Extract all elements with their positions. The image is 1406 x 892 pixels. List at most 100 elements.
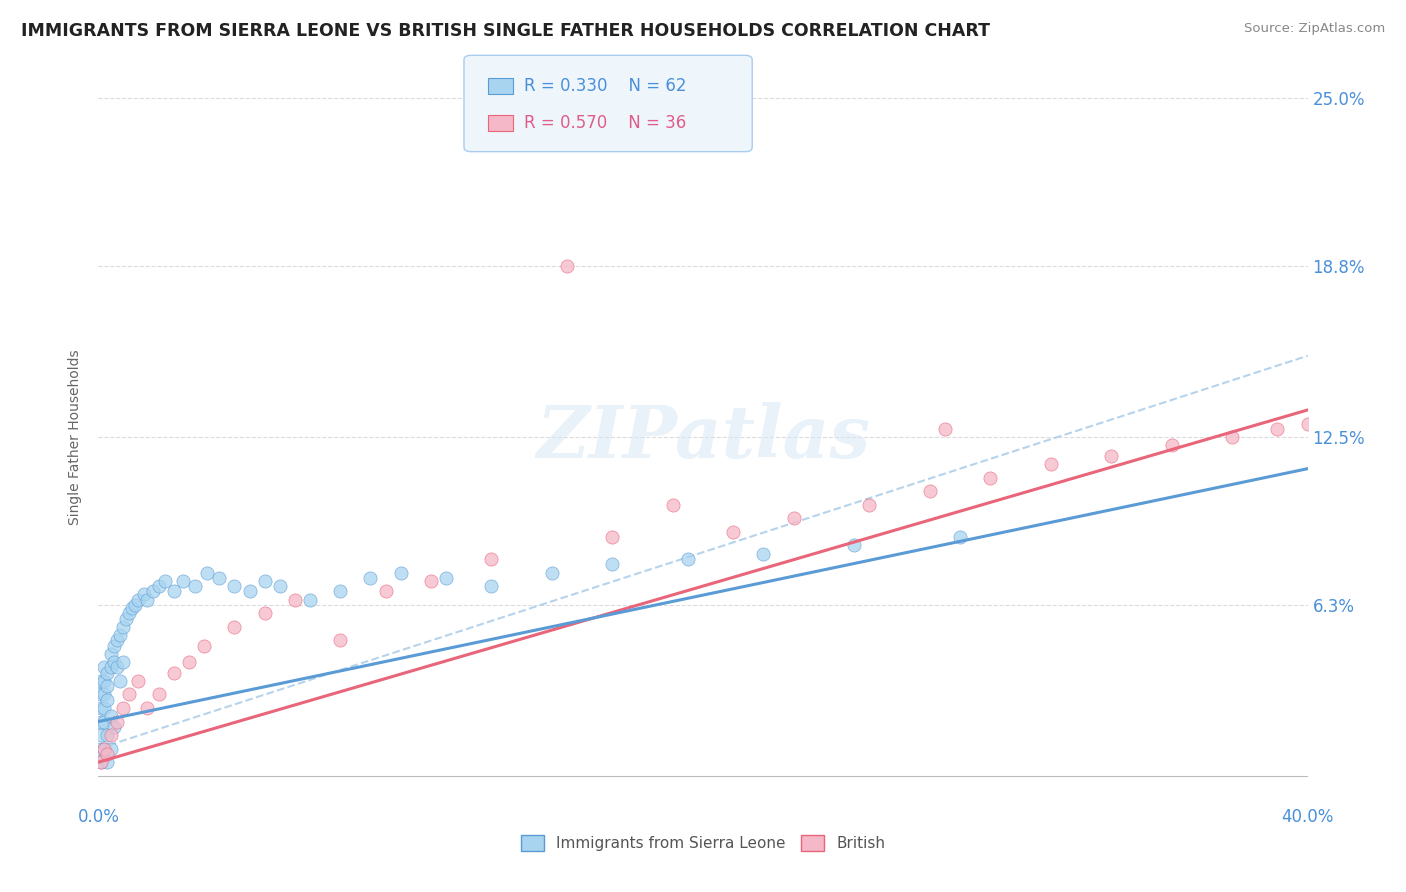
Point (1267, 422, 1289, 436)
Point (195, 566, 218, 580)
Point (153, 574, 176, 588)
Point (602, 530, 624, 544)
Point (1160, 438, 1182, 452)
Legend: Immigrants from Sierra Leone, British: Immigrants from Sierra Leone, British (515, 830, 891, 857)
Point (1039, 457, 1062, 471)
Point (96, 747, 118, 761)
Point (90, 728, 112, 742)
Point (224, 579, 246, 593)
Point (1220, 430, 1243, 444)
Point (114, 611, 136, 625)
Point (555, 260, 578, 274)
Point (148, 579, 170, 593)
Point (100, 709, 122, 723)
Point (90, 755, 112, 769)
Text: Source: ZipAtlas.com: Source: ZipAtlas.com (1244, 22, 1385, 36)
Point (96, 693, 118, 707)
Point (111, 655, 134, 669)
Point (124, 598, 146, 612)
Point (172, 574, 194, 588)
Point (858, 498, 880, 512)
Text: IMMIGRANTS FROM SIERRA LEONE VS BRITISH SINGLE FATHER HOUSEHOLDS CORRELATION CHA: IMMIGRANTS FROM SIERRA LEONE VS BRITISH … (21, 22, 990, 40)
Point (90, 701, 112, 715)
Point (96, 679, 118, 693)
Point (299, 592, 322, 607)
Point (193, 639, 215, 653)
Point (90, 755, 112, 769)
Point (374, 584, 396, 599)
Text: R = 0.570    N = 36: R = 0.570 N = 36 (524, 113, 686, 132)
Point (103, 655, 125, 669)
Point (108, 628, 131, 642)
Point (540, 566, 562, 580)
Point (96, 665, 118, 680)
Point (111, 620, 134, 634)
Point (93, 688, 115, 702)
Point (127, 673, 149, 688)
Point (602, 558, 624, 572)
Point (1099, 449, 1122, 463)
Point (184, 579, 207, 593)
Point (179, 655, 201, 669)
Point (661, 498, 683, 512)
Point (269, 579, 291, 593)
Point (111, 701, 134, 715)
Text: R = 0.330    N = 62: R = 0.330 N = 62 (524, 77, 688, 95)
Point (284, 592, 307, 607)
Point (253, 574, 276, 588)
Point (224, 620, 246, 634)
Point (105, 633, 128, 648)
Point (90, 673, 112, 688)
Point (752, 547, 775, 561)
Point (420, 574, 443, 588)
Point (93, 660, 115, 674)
Point (100, 741, 122, 756)
Point (934, 422, 956, 436)
Point (253, 606, 276, 620)
Point (90, 688, 112, 702)
Point (93, 741, 115, 756)
Point (142, 584, 165, 599)
Point (723, 524, 745, 539)
Point (360, 571, 382, 585)
Text: ZIPatlas: ZIPatlas (536, 401, 870, 473)
Point (329, 633, 352, 648)
Point (676, 552, 699, 566)
Point (103, 639, 125, 653)
Point (329, 584, 352, 599)
Point (103, 720, 125, 734)
Point (135, 701, 157, 715)
Point (949, 530, 972, 544)
Point (90, 714, 112, 729)
Point (1296, 417, 1319, 431)
Point (100, 660, 122, 674)
Point (481, 552, 503, 566)
Point (918, 484, 941, 499)
Point (979, 471, 1001, 485)
Point (93, 714, 115, 729)
Point (93, 673, 115, 688)
Point (540, 105, 562, 120)
Point (121, 600, 143, 615)
Point (132, 587, 155, 601)
Point (105, 714, 128, 729)
Point (100, 728, 122, 742)
Point (163, 665, 186, 680)
Point (239, 584, 262, 599)
Point (118, 688, 141, 702)
Point (135, 592, 157, 607)
Point (93, 701, 115, 715)
Point (163, 584, 186, 599)
Point (783, 511, 806, 525)
Point (434, 571, 457, 585)
Point (96, 755, 118, 769)
Point (100, 647, 122, 661)
Y-axis label: Single Father Households: Single Father Households (69, 350, 83, 524)
Point (844, 538, 866, 552)
Point (96, 728, 118, 742)
Point (105, 660, 128, 674)
Point (389, 566, 412, 580)
Point (208, 571, 231, 585)
Point (481, 579, 503, 593)
Point (90, 741, 112, 756)
